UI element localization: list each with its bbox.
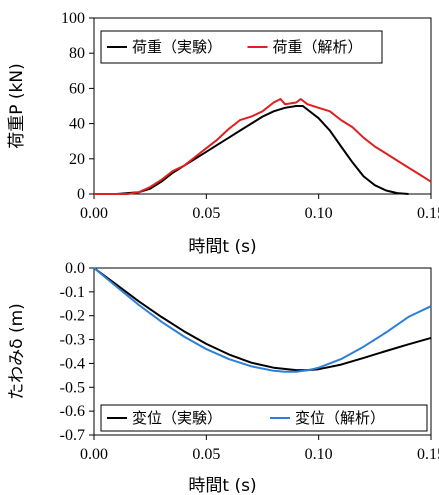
load-legend-box (100, 30, 383, 64)
deflection-legend-box (100, 404, 428, 432)
deflection-y-tick-label: -0.5 (60, 379, 85, 396)
load-legend-label-1: 荷重（実験） (132, 38, 222, 56)
deflection-chart: 0.00 0.05 0.10 0.15 0.0 -0.1 -0.2 -0.3 -0.4 -0.5 -… (7, 260, 439, 495)
load-chart: 0.00 0.05 0.10 0.15 0 20 40 60 80 100 時間t (s) 荷重P (… (7, 10, 439, 257)
load-x-tick-label: 0.15 (417, 205, 439, 222)
deflection-y-tick-label: 0.0 (65, 260, 85, 277)
load-series-line-1 (94, 105, 409, 195)
deflection-y-tick-label: -0.4 (60, 355, 85, 372)
deflection-legend-label-2: 変位（解析） (295, 409, 385, 427)
load-x-tick-label: 0.00 (80, 205, 108, 222)
deflection-y-tick-label: -0.1 (60, 284, 85, 301)
deflection-plot-frame (93, 267, 432, 436)
deflection-y-axis-title: たわみδ (m) (7, 303, 27, 400)
deflection-y-tick-label: -0.7 (60, 427, 85, 444)
deflection-legend-label-1: 変位（実験） (132, 409, 222, 427)
load-x-tick-label: 0.05 (192, 205, 220, 222)
load-y-axis-title: 荷重P (kN) (7, 63, 27, 148)
deflection-x-tick-label: 0.15 (417, 446, 439, 463)
load-x-axis-title: 時間t (s) (188, 237, 256, 257)
deflection-y-tick-label: -0.6 (60, 403, 85, 420)
load-y-tick-label: 20 (69, 151, 85, 168)
load-y-tick-label: 80 (69, 45, 85, 62)
deflection-x-tick-label: 0.10 (305, 446, 333, 463)
deflection-y-tick-label: -0.2 (60, 308, 85, 325)
load-legend-label-2: 荷重（解析） (273, 38, 363, 56)
load-y-tick-label: 40 (69, 116, 85, 133)
load-series-line-2 (94, 98, 432, 195)
deflection-x-tick-label: 0.00 (80, 446, 108, 463)
deflection-y-tick-label: -0.3 (60, 332, 85, 349)
deflection-series-line-1 (93, 267, 432, 372)
load-x-tick-label: 0.10 (305, 205, 333, 222)
load-y-tick-label: 60 (69, 80, 85, 97)
deflection-x-tick-label: 0.05 (192, 446, 220, 463)
load-plot-frame (93, 17, 432, 195)
deflection-x-axis-title: 時間t (s) (188, 476, 256, 495)
load-y-tick-label: 0 (77, 186, 85, 203)
deflection-series-line-2 (93, 267, 432, 373)
load-y-tick-label: 100 (61, 10, 85, 27)
